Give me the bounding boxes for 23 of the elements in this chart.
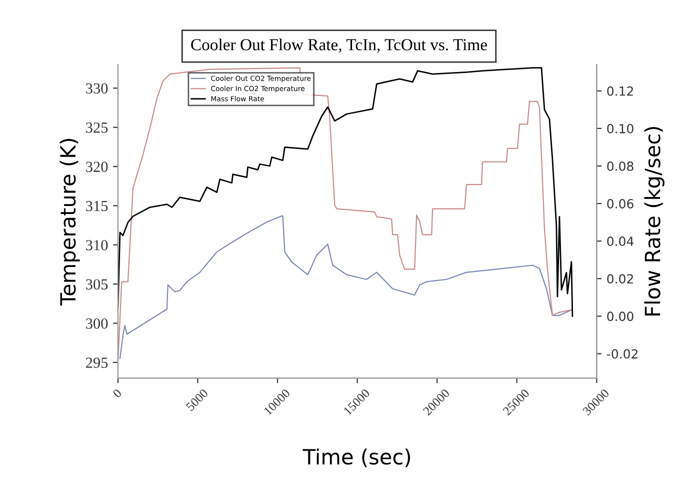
y-tick-label: 325 xyxy=(86,122,108,133)
y-tick-label: 295 xyxy=(86,358,108,368)
y2-tick-label: 0.10 xyxy=(607,124,634,134)
y-tick-label: 300 xyxy=(86,318,108,329)
x-axis-title: Time (sec) xyxy=(302,448,410,468)
y2-tick-label: 0.06 xyxy=(607,199,634,208)
y2-axis-title: Flow Rate (kg/sec) xyxy=(644,127,664,316)
y2-tick-label: 0.04 xyxy=(607,236,634,246)
line-series xyxy=(118,67,574,317)
y2-tick-label: 0.02 xyxy=(607,274,633,284)
y2-tick-label: -0.02 xyxy=(606,349,638,359)
y2-tick-label: 0.12 xyxy=(607,86,633,96)
y-tick-label: 305 xyxy=(86,279,108,290)
y-tick-label: 315 xyxy=(86,200,108,212)
y-tick-label: 320 xyxy=(86,162,108,172)
chart-title: Cooler Out Flow Rate, TcIn, TcOut vs. Time xyxy=(191,38,487,53)
y-tick-label: 330 xyxy=(86,83,108,94)
y2-tick-label: 0.00 xyxy=(607,312,634,322)
line-series xyxy=(119,215,572,360)
y2-tick-label: 0.08 xyxy=(607,161,634,171)
y-tick-label: 310 xyxy=(86,240,108,250)
x-tick-label: 0 xyxy=(112,388,122,398)
y-axis-title: Temperature (K) xyxy=(60,138,80,306)
